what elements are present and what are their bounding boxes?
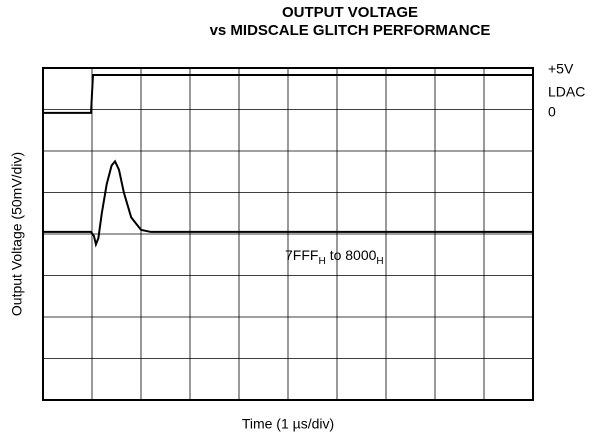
x-axis-label: Time (1 µs/div)	[242, 416, 334, 432]
plot-frame	[42, 67, 534, 401]
trace-label: 0	[548, 104, 556, 120]
annotation-subscript: H	[376, 256, 383, 267]
annotation-text: to 8000	[330, 247, 377, 263]
trace	[43, 74, 533, 114]
chart-subtitle: vs MIDSCALE GLITCH PERFORMANCE	[210, 22, 491, 39]
trace-label: LDAC	[548, 84, 585, 100]
y-axis-label: Output Voltage (50mV/div)	[9, 152, 25, 316]
chart-title: OUTPUT VOLTAGE	[282, 4, 418, 21]
annotation-subscript: H	[318, 256, 325, 267]
annotation-text: 7FFF	[285, 247, 318, 263]
trace	[43, 159, 533, 248]
trace-label: +5V	[548, 61, 574, 77]
annotation: 7FFFH to 8000H	[285, 247, 384, 267]
